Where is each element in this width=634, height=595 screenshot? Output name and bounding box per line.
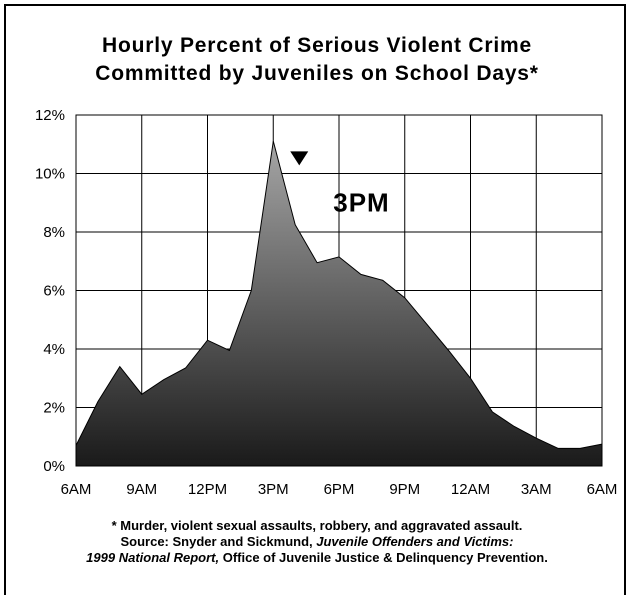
x-tick-label: 9PM [389, 481, 420, 498]
source-report: 1999 National Report, [86, 550, 220, 565]
x-tick-label: 3AM [521, 481, 552, 498]
plot-area-border [75, 114, 603, 467]
x-tick-label: 12AM [451, 481, 490, 498]
y-tick-label: 2% [43, 400, 65, 417]
footnote-source-line-1: Source: Snyder and Sickmund, Juvenile Of… [0, 534, 634, 550]
y-axis-ticks: 0% 2% 4% 6% 8% 10% 12% [35, 107, 65, 475]
x-tick-label: 3PM [258, 481, 289, 498]
area-chart: Hourly Percent of Serious Violent Crime … [35, 34, 618, 498]
peak-arrow-icon [290, 151, 309, 166]
x-tick-label: 12PM [188, 481, 227, 498]
footnotes: * Murder, violent sexual assaults, robbe… [0, 518, 634, 566]
x-tick-label: 6PM [324, 481, 355, 498]
source-publisher: Office of Juvenile Justice & Delinquency… [219, 550, 548, 565]
footnote-source-line-2: 1999 National Report, Office of Juvenile… [0, 550, 634, 566]
y-tick-label: 0% [43, 458, 65, 475]
footnote-definition: * Murder, violent sexual assaults, robbe… [111, 518, 523, 533]
crime-area-series [75, 141, 603, 467]
y-tick-label: 8% [43, 224, 65, 241]
x-axis-ticks: 6AM 9AM 12PM 3PM 6PM 9PM 12AM 3AM 6AM [61, 481, 618, 498]
y-tick-label: 10% [35, 166, 65, 183]
y-tick-label: 12% [35, 107, 65, 124]
chart-title-line-2: Committed by Juveniles on School Days* [95, 62, 539, 85]
source-title: Juvenile Offenders and Victims: [316, 534, 514, 549]
source-prefix: Source: Snyder and Sickmund, [120, 534, 317, 549]
peak-annotation-label: 3PM [333, 187, 389, 217]
chart-title-line-1: Hourly Percent of Serious Violent Crime [102, 34, 532, 57]
y-tick-label: 6% [43, 283, 65, 300]
x-tick-label: 6AM [587, 481, 618, 498]
y-tick-label: 4% [43, 341, 65, 358]
x-tick-label: 6AM [61, 481, 92, 498]
x-tick-label: 9AM [126, 481, 157, 498]
